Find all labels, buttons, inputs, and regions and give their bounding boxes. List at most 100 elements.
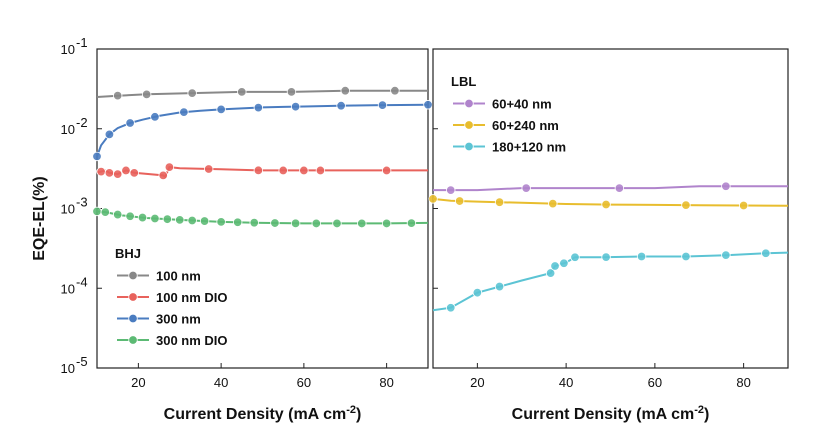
data-point xyxy=(390,85,400,96)
data-point xyxy=(548,198,558,209)
data-point xyxy=(204,164,214,174)
legend-label: 300 nm xyxy=(156,312,201,327)
data-point xyxy=(614,183,625,193)
data-point xyxy=(112,90,123,101)
data-point xyxy=(129,168,139,178)
x-tick-label: 20 xyxy=(131,375,145,390)
y-axis-label: EQE-EL(%) xyxy=(31,176,48,260)
data-point xyxy=(357,218,367,229)
data-point xyxy=(454,196,465,206)
legend-label: 100 nm xyxy=(156,269,201,284)
data-point xyxy=(179,107,189,117)
series-60-40-nm xyxy=(433,181,788,195)
data-point xyxy=(550,261,560,271)
data-point xyxy=(96,166,106,177)
data-point xyxy=(125,118,135,128)
data-point xyxy=(738,200,749,211)
x-tick-label: 20 xyxy=(470,375,484,390)
y-tick-exponent: -5 xyxy=(76,354,88,369)
data-point xyxy=(164,162,175,172)
series-100-nm xyxy=(96,85,428,101)
data-point xyxy=(521,183,531,193)
data-point xyxy=(100,207,110,217)
data-point xyxy=(311,218,321,229)
series-100-nm-dio xyxy=(96,162,428,181)
data-point xyxy=(721,250,731,260)
data-point xyxy=(423,100,433,110)
x-tick-label: 60 xyxy=(648,375,662,390)
data-point xyxy=(446,185,456,195)
legend-entry: 300 nm DIO xyxy=(117,333,228,348)
data-point xyxy=(278,165,288,176)
series-300-nm xyxy=(92,100,433,162)
y-tick-label: 10 xyxy=(61,202,75,217)
data-point xyxy=(681,251,691,262)
legend-title: BHJ xyxy=(115,246,141,261)
y-tick-label: 10 xyxy=(61,42,75,57)
data-point xyxy=(162,214,173,224)
series-line xyxy=(433,185,788,192)
legend-swatch-marker xyxy=(464,98,474,109)
plot-frame xyxy=(432,48,789,369)
data-point xyxy=(150,112,160,122)
data-point xyxy=(761,248,771,258)
data-point xyxy=(559,258,569,268)
data-point xyxy=(601,252,611,262)
data-point xyxy=(377,100,388,110)
legend-label: 180+120 nm xyxy=(492,140,566,155)
data-point xyxy=(187,88,197,98)
y-tick-exponent: -4 xyxy=(76,274,88,289)
x-tick-label: 80 xyxy=(379,375,393,390)
data-point xyxy=(175,215,185,225)
series-180-120-nm xyxy=(432,248,789,313)
y-tick-exponent: -1 xyxy=(76,35,88,50)
y-tick-label: 10 xyxy=(61,281,75,296)
data-point xyxy=(494,197,505,207)
data-point xyxy=(150,213,160,224)
data-point xyxy=(253,102,264,113)
series-line xyxy=(432,251,789,312)
data-point xyxy=(601,199,611,210)
data-point xyxy=(406,218,417,228)
data-point xyxy=(381,165,392,176)
data-point xyxy=(92,206,102,217)
data-point xyxy=(137,212,148,223)
data-point xyxy=(249,217,259,228)
data-point xyxy=(290,101,301,112)
legend-swatch-marker xyxy=(464,120,474,130)
x-tick-label: 60 xyxy=(297,375,311,390)
data-point xyxy=(315,165,326,176)
series-300-nm-dio xyxy=(92,206,429,229)
data-point xyxy=(232,217,243,227)
data-point xyxy=(446,303,456,313)
data-point xyxy=(299,165,309,176)
data-point xyxy=(428,194,438,204)
data-point xyxy=(545,268,556,278)
series-60-240-nm xyxy=(428,194,789,211)
data-point xyxy=(332,218,342,229)
data-point xyxy=(158,170,168,181)
legend-swatch-marker xyxy=(464,141,474,152)
data-point xyxy=(104,129,115,140)
legend-label: 100 nm DIO xyxy=(156,290,228,305)
y-tick-label: 10 xyxy=(61,361,75,376)
legend-swatch-marker xyxy=(128,292,138,302)
data-point xyxy=(494,281,505,292)
data-point xyxy=(381,218,392,229)
data-point xyxy=(121,165,131,176)
legend: BHJ 100 nm 100 nm DIO 300 nm 300 nm DIO xyxy=(115,246,228,348)
x-tick-label: 40 xyxy=(559,375,573,390)
data-point xyxy=(336,101,346,111)
data-point xyxy=(472,287,483,298)
legend-entry: 60+240 nm xyxy=(453,118,559,133)
data-point xyxy=(681,200,691,210)
y-tick-exponent: -3 xyxy=(76,195,88,210)
legend-title: LBL xyxy=(451,74,476,89)
legend-entry: 100 nm DIO xyxy=(117,290,228,305)
legend-swatch-marker xyxy=(128,313,138,324)
legend: LBL 60+40 nm 60+240 nm 180+120 nm xyxy=(451,74,566,155)
legend-label: 300 nm DIO xyxy=(156,333,228,348)
data-point xyxy=(125,211,135,221)
data-point xyxy=(270,218,280,228)
